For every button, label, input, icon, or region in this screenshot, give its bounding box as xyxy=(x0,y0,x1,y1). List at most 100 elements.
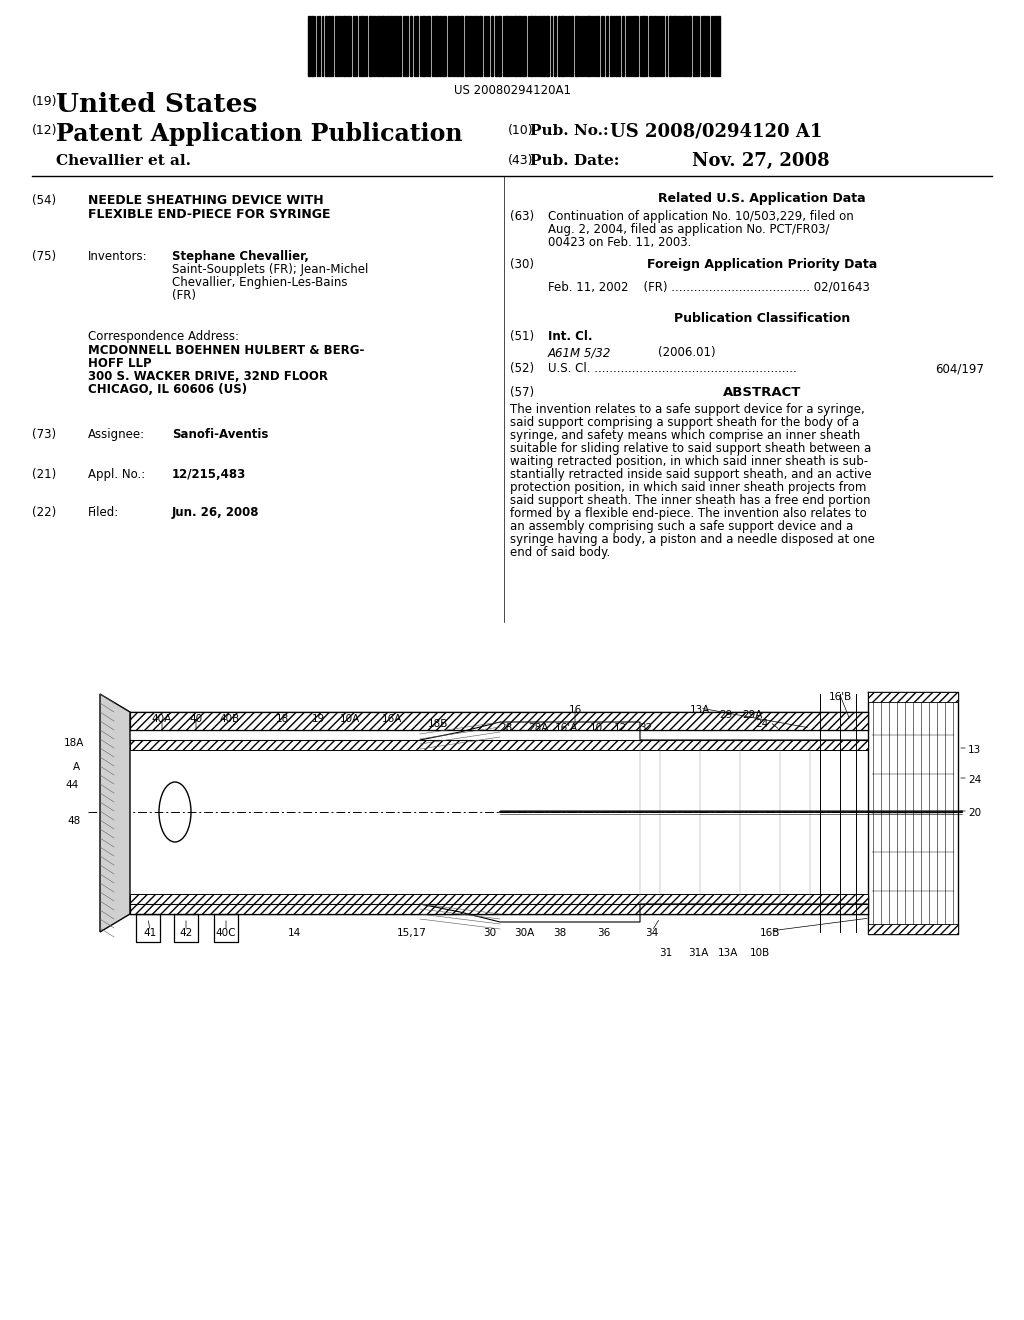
Text: Sanofi-Aventis: Sanofi-Aventis xyxy=(172,428,268,441)
Bar xyxy=(530,16,534,77)
Text: waiting retracted position, in which said inner sheath is sub-: waiting retracted position, in which sai… xyxy=(510,455,868,469)
Text: Saint-Soupplets (FR); Jean-Michel: Saint-Soupplets (FR); Jean-Michel xyxy=(172,263,369,276)
Bar xyxy=(343,16,346,77)
Text: (73): (73) xyxy=(32,428,56,441)
Text: Publication Classification: Publication Classification xyxy=(674,312,850,325)
Bar xyxy=(509,16,511,77)
Text: 42: 42 xyxy=(179,928,193,939)
Bar xyxy=(495,16,497,77)
Bar xyxy=(130,896,868,913)
Text: HOFF LLP: HOFF LLP xyxy=(88,356,152,370)
Text: (22): (22) xyxy=(32,506,56,519)
Bar xyxy=(378,16,380,77)
Bar xyxy=(677,16,679,77)
Text: Filed:: Filed: xyxy=(88,506,119,519)
Bar xyxy=(693,16,695,77)
Bar xyxy=(460,16,463,77)
Bar xyxy=(597,16,599,77)
Bar xyxy=(325,16,327,77)
Text: ABSTRACT: ABSTRACT xyxy=(723,385,801,399)
Text: (12): (12) xyxy=(32,124,57,137)
Text: 16'B: 16'B xyxy=(828,692,852,702)
Text: 24: 24 xyxy=(756,719,769,729)
Text: end of said body.: end of said body. xyxy=(510,546,610,558)
Bar xyxy=(642,16,645,77)
Bar xyxy=(453,16,455,77)
Bar xyxy=(387,16,389,77)
Text: 29: 29 xyxy=(720,710,732,719)
Bar xyxy=(542,16,545,77)
Text: (19): (19) xyxy=(32,95,57,108)
Bar xyxy=(587,16,590,77)
Bar xyxy=(558,16,560,77)
Text: 31: 31 xyxy=(659,948,673,958)
Text: 10A: 10A xyxy=(340,714,360,723)
Text: 30: 30 xyxy=(483,928,497,939)
Bar xyxy=(396,16,398,77)
Bar xyxy=(328,16,330,77)
Text: Inventors:: Inventors: xyxy=(88,249,147,263)
Bar xyxy=(539,16,541,77)
Text: NEEDLE SHEATHING DEVICE WITH: NEEDLE SHEATHING DEVICE WITH xyxy=(88,194,324,207)
Bar xyxy=(575,16,578,77)
Text: 604/197: 604/197 xyxy=(935,362,984,375)
Bar xyxy=(684,16,687,77)
Text: 18A: 18A xyxy=(63,738,84,748)
Text: Appl. No.:: Appl. No.: xyxy=(88,469,145,480)
Text: 12: 12 xyxy=(613,723,627,733)
Bar xyxy=(369,16,372,77)
Text: Related U.S. Application Data: Related U.S. Application Data xyxy=(658,191,866,205)
Bar xyxy=(130,711,868,730)
Text: Foreign Application Priority Data: Foreign Application Priority Data xyxy=(647,257,878,271)
Text: syringe, and safety means which comprise an inner sheath: syringe, and safety means which comprise… xyxy=(510,429,860,442)
Bar xyxy=(428,16,430,77)
Text: 18B: 18B xyxy=(428,719,449,729)
Bar xyxy=(514,16,517,77)
Text: (75): (75) xyxy=(32,249,56,263)
Text: 20: 20 xyxy=(968,808,981,818)
Bar xyxy=(456,16,459,77)
Text: FLEXIBLE END-PIECE FOR SYRINGE: FLEXIBLE END-PIECE FOR SYRINGE xyxy=(88,209,331,220)
Polygon shape xyxy=(100,694,130,932)
Text: 16A: 16A xyxy=(382,714,402,723)
Bar xyxy=(347,16,349,77)
Bar xyxy=(308,16,310,77)
Text: 48: 48 xyxy=(68,816,81,826)
Text: US 20080294120A1: US 20080294120A1 xyxy=(454,84,570,96)
Text: protection position, in which said inner sheath projects from: protection position, in which said inner… xyxy=(510,480,866,494)
Bar xyxy=(622,16,624,77)
Text: 28A: 28A xyxy=(527,723,548,733)
Text: MCDONNELL BOEHNEN HULBERT & BERG-: MCDONNELL BOEHNEN HULBERT & BERG- xyxy=(88,345,365,356)
Bar xyxy=(469,16,471,77)
Text: stantially retracted inside said support sheath, and an active: stantially retracted inside said support… xyxy=(510,469,871,480)
Text: Nov. 27, 2008: Nov. 27, 2008 xyxy=(692,152,829,170)
Text: 18: 18 xyxy=(275,714,289,723)
Text: 300 S. WACKER DRIVE, 32ND FLOOR: 300 S. WACKER DRIVE, 32ND FLOOR xyxy=(88,370,328,383)
Text: (57): (57) xyxy=(510,385,535,399)
Bar xyxy=(311,16,313,77)
Text: Pub. No.:: Pub. No.: xyxy=(530,124,608,139)
Text: (63): (63) xyxy=(510,210,535,223)
Text: (21): (21) xyxy=(32,469,56,480)
Text: 36: 36 xyxy=(597,928,610,939)
Bar xyxy=(669,16,672,77)
Bar xyxy=(381,16,384,77)
Text: 15,17: 15,17 xyxy=(397,928,427,939)
Bar xyxy=(498,16,501,77)
Text: 28: 28 xyxy=(500,723,513,733)
Bar xyxy=(449,16,450,77)
Bar xyxy=(442,16,444,77)
Bar xyxy=(554,16,556,77)
Bar xyxy=(505,16,508,77)
Text: 12/215,483: 12/215,483 xyxy=(172,469,246,480)
Bar xyxy=(130,741,868,750)
Text: 14: 14 xyxy=(288,928,301,939)
Bar xyxy=(654,16,656,77)
Bar xyxy=(618,16,620,77)
Text: (43): (43) xyxy=(508,154,534,168)
Text: formed by a flexible end-piece. The invention also relates to: formed by a flexible end-piece. The inve… xyxy=(510,507,866,520)
Text: 44: 44 xyxy=(66,780,79,789)
Bar xyxy=(651,16,653,77)
Text: 41: 41 xyxy=(143,928,157,939)
Text: 13: 13 xyxy=(968,744,981,755)
